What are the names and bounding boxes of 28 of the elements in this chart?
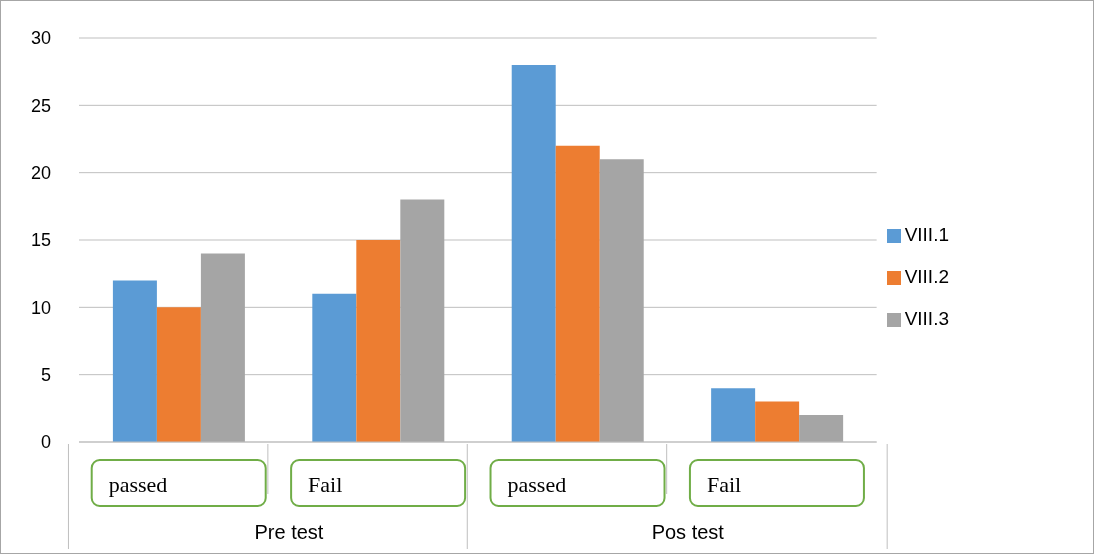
bar [599,159,644,442]
bar [156,307,201,442]
y-tick-label: 10 [30,297,51,318]
bar [356,240,401,442]
y-tick-label: 15 [30,230,51,251]
x-tick-label: passed [507,472,567,497]
y-tick-label: 5 [40,365,51,386]
bar [511,64,556,442]
legend-label: VIII.1 [904,224,949,245]
x-tick-label: Fail [706,472,742,497]
x-tick-label: passed [108,472,168,497]
bar [555,145,600,442]
y-tick-label: 0 [40,432,51,453]
bar [112,280,157,442]
y-tick-label: 25 [30,95,51,116]
bar [755,401,800,442]
legend-label: VIII.3 [904,308,949,329]
bar [400,199,445,442]
legend-label: VIII.2 [904,266,949,287]
bar [200,253,245,442]
text: Pre test [254,521,324,543]
bar [312,293,357,442]
bar [711,388,756,442]
y-tick-label: 30 [30,28,51,49]
text: Pos test [651,521,725,543]
x-tick-label: Fail [308,472,343,497]
y-tick-label: 20 [30,163,51,184]
bar [799,415,844,442]
